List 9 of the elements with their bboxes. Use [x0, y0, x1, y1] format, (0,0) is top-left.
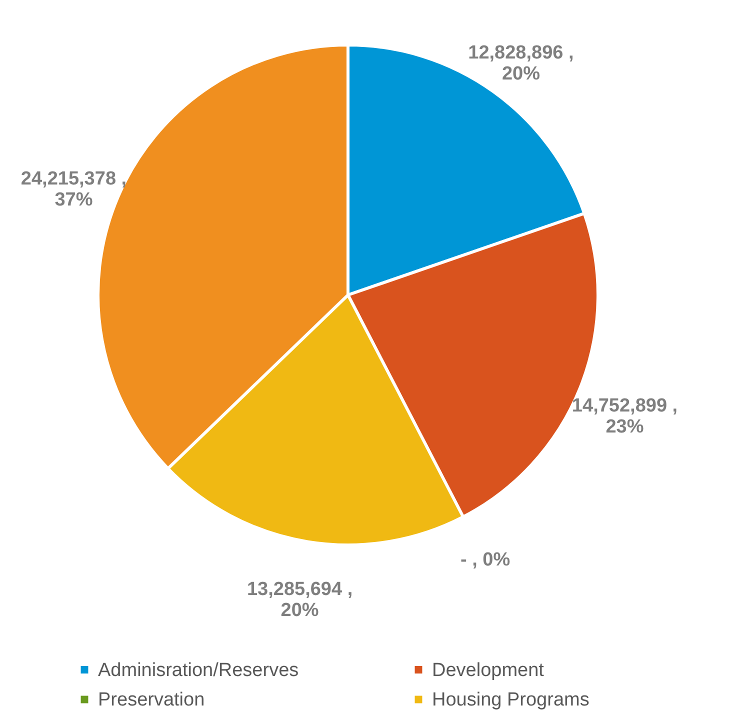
data-label: 14,752,899 , 23% — [572, 395, 678, 438]
data-label: 24,215,378 , 37% — [20, 168, 127, 210]
legend-label: Preservation — [98, 690, 205, 710]
legend-label: Housing Programs — [432, 690, 590, 710]
text: - , 0% — [460, 549, 510, 570]
data-label: 12,828,896 , 20% — [468, 42, 574, 84]
legend-label: Adminisration/Reserves — [98, 660, 299, 681]
legend-label: Development — [432, 660, 545, 681]
data-label: 13,285,694 , 20% — [246, 579, 353, 622]
